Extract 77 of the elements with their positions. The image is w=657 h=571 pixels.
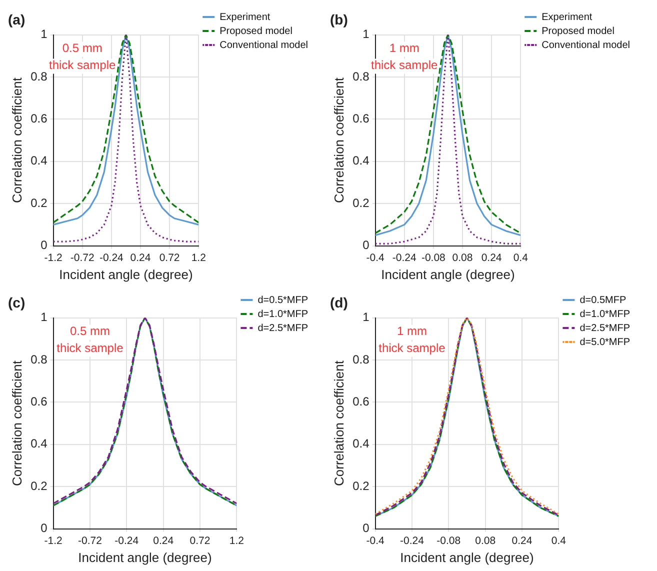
legend-label: d=2.5*MFP	[258, 322, 308, 334]
y-tick-label: 0	[40, 521, 48, 536]
legend-label: d=1.0*MFP	[258, 308, 308, 320]
x-tick-label: -1.2	[44, 534, 62, 547]
legend-label: d=0.5MFP	[580, 294, 626, 306]
x-tick-label: 0.4	[513, 252, 528, 264]
annotation: 0.5 mm thick sample	[48, 41, 116, 72]
y-tick-label: 1	[40, 310, 48, 324]
x-tick-label: 0.4	[551, 534, 566, 547]
y-tick-label: 0.2	[30, 478, 48, 493]
x-tick-label: -0.24	[114, 534, 139, 547]
y-axis-title: Correlation coefficient	[331, 77, 346, 204]
x-tick-label: -0.08	[421, 252, 446, 264]
y-tick-label: 0	[362, 521, 370, 536]
x-tick-label: 1.2	[191, 252, 206, 264]
y-tick-label: 1	[362, 310, 370, 324]
annotation: 1 mm thick sample	[378, 324, 446, 356]
y-tick-label: 0.4	[352, 154, 370, 168]
y-tick-label: 0	[40, 238, 48, 252]
x-tick-label: 0.72	[190, 534, 210, 547]
x-tick-label: -0.24	[400, 534, 424, 547]
x-tick-label: 0.08	[475, 534, 496, 547]
y-tick-label: 0.2	[30, 196, 48, 210]
legend-label: Experiment	[220, 12, 270, 23]
legend-label: Proposed model	[220, 26, 292, 37]
annotation: 0.5 mm thick sample	[56, 324, 124, 356]
legend-label: d=5.0*MFP	[580, 336, 630, 348]
y-tick-label: 0	[362, 238, 370, 252]
y-tick-label: 1	[362, 27, 370, 42]
y-tick-label: 0.2	[352, 478, 370, 493]
y-tick-label: 0.4	[30, 436, 48, 451]
y-axis-title: Correlation coefficient	[9, 360, 24, 486]
legend-label: d=1.0*MFP	[580, 308, 630, 320]
legend-label: Experiment	[542, 12, 592, 23]
x-tick-label: -0.24	[99, 252, 124, 264]
y-axis-title: Correlation coefficient	[331, 360, 346, 486]
chart-title: (d)	[330, 294, 348, 310]
y-tick-label: 0.6	[352, 112, 370, 126]
y-tick-label: 0.2	[352, 196, 370, 210]
x-tick-label: 0.08	[452, 252, 473, 264]
x-axis-title: Incident angle (degree)	[59, 266, 193, 282]
y-tick-label: 0.8	[30, 352, 48, 366]
x-axis-title: Incident angle (degree)	[400, 550, 534, 565]
chart-title: (a)	[8, 11, 26, 28]
chart-title: (c)	[8, 294, 26, 310]
y-tick-label: 0.4	[352, 436, 370, 451]
annotation: 1 mm thick sample	[370, 41, 438, 72]
y-tick-label: 0.6	[30, 394, 48, 409]
x-tick-label: -0.4	[366, 252, 384, 264]
x-tick-label: -0.4	[366, 534, 384, 547]
x-axis-title: Incident angle (degree)	[78, 550, 212, 565]
legend-label: d=0.5*MFP	[258, 294, 308, 306]
y-tick-label: 1	[40, 27, 48, 42]
x-tick-label: -0.24	[392, 252, 416, 264]
y-tick-label: 0.6	[352, 394, 370, 409]
x-tick-label: 0.24	[512, 534, 532, 547]
x-tick-label: 0.24	[153, 534, 174, 547]
legend-label: d=2.5*MFP	[580, 322, 630, 334]
y-tick-label: 0.4	[30, 154, 48, 168]
legend-label: Proposed model	[542, 26, 614, 37]
y-axis-title: Correlation coefficient	[9, 77, 24, 204]
x-tick-label: 0.24	[130, 252, 151, 264]
legend-label: Conventional model	[542, 40, 630, 51]
x-tick-label: -0.08	[436, 534, 461, 547]
y-tick-label: 0.8	[30, 69, 48, 84]
x-tick-label: -1.2	[44, 252, 62, 264]
x-axis-title: Incident angle (degree)	[381, 266, 515, 282]
y-tick-label: 0.8	[352, 352, 370, 366]
x-tick-label: 0.24	[481, 252, 502, 264]
x-tick-label: 0.72	[159, 252, 180, 264]
legend-label: Conventional model	[220, 40, 308, 51]
y-tick-label: 0.8	[352, 69, 370, 84]
chart-title: (b)	[330, 11, 348, 28]
y-tick-label: 0.6	[30, 112, 48, 126]
x-tick-label: -0.72	[78, 534, 102, 547]
x-tick-label: 1.2	[229, 534, 244, 547]
x-tick-label: -0.72	[70, 252, 94, 264]
